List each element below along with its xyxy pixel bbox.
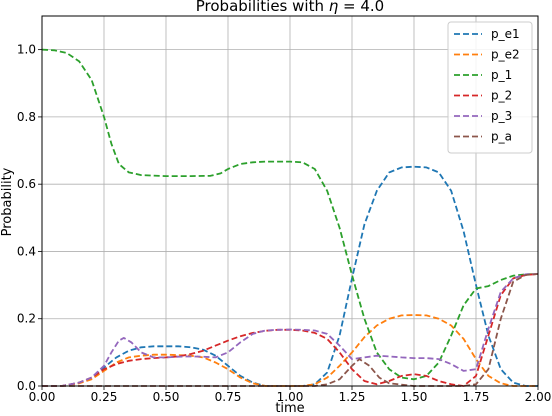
chart-title: Probabilities with η = 4.0 bbox=[196, 0, 384, 15]
series-line-p-3 bbox=[42, 273, 539, 387]
x-tick-label: 1.00 bbox=[277, 390, 304, 404]
y-tick-label: 0.2 bbox=[17, 312, 36, 326]
x-tick-label: 1.50 bbox=[401, 390, 428, 404]
series-line-p-1 bbox=[41, 48, 539, 381]
x-tick-label: 0.25 bbox=[91, 390, 118, 404]
legend-label: p_3 bbox=[491, 109, 512, 123]
legend-label: p_e2 bbox=[491, 48, 520, 62]
legend-label: p_a bbox=[491, 130, 512, 144]
y-tick-label: 0.8 bbox=[17, 110, 36, 124]
y-axis-ticks: 0.0 0.2 0.4 0.6 0.8 1.0 bbox=[17, 43, 42, 393]
x-tick-label: 1.25 bbox=[339, 390, 366, 404]
x-tick-label: 1.75 bbox=[463, 390, 490, 404]
x-tick-label: 0.50 bbox=[153, 390, 180, 404]
x-axis-ticks: 0.00 0.25 0.50 0.75 1.00 1.25 1.50 1.75 2.00 bbox=[29, 386, 552, 404]
legend-label: p_e1 bbox=[491, 27, 520, 41]
x-tick-label: 2.00 bbox=[525, 390, 552, 404]
y-tick-label: 0.4 bbox=[17, 244, 36, 258]
y-tick-label: 0.0 bbox=[17, 379, 36, 393]
y-axis-label: Probability bbox=[0, 167, 15, 236]
x-axis-label: time bbox=[275, 401, 304, 412]
legend: p_e1 p_e2 p_1 p_2 p_3 p_a bbox=[447, 21, 533, 154]
y-tick-label: 0.6 bbox=[17, 177, 36, 191]
x-tick-label: 0.75 bbox=[215, 390, 242, 404]
y-tick-label: 1.0 bbox=[17, 43, 36, 57]
series-line-p-e2 bbox=[42, 314, 538, 387]
legend-label: p_1 bbox=[491, 68, 512, 82]
legend-box bbox=[447, 21, 533, 154]
legend-label: p_2 bbox=[491, 89, 512, 103]
x-tick-label: 0.00 bbox=[29, 390, 56, 404]
